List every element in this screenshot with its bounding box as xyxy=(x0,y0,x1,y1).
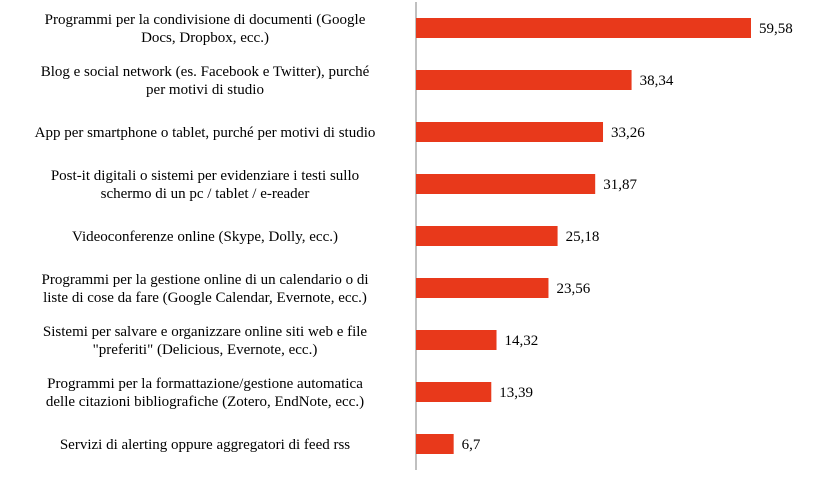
bar-2 xyxy=(416,70,632,90)
bar-8 xyxy=(416,382,492,402)
category-label-line: schermo di un pc / tablet / e-reader xyxy=(101,186,310,202)
value-label-1: 59,58 xyxy=(759,21,793,37)
bar-5 xyxy=(416,226,558,246)
category-label-1: Programmi per la condivisione di documen… xyxy=(45,12,366,46)
value-label-6: 23,56 xyxy=(556,281,590,297)
category-label-line: delle citazioni bibliografiche (Zotero, … xyxy=(46,394,364,410)
value-label-4: 31,87 xyxy=(603,177,637,193)
category-label-5: Videoconferenze online (Skype, Dolly, ec… xyxy=(72,229,338,245)
bar-1 xyxy=(416,18,751,38)
value-label-2: 38,34 xyxy=(640,73,674,89)
bar-9 xyxy=(416,434,454,454)
bar-4 xyxy=(416,174,596,194)
value-label-8: 13,39 xyxy=(499,385,533,401)
category-label-line: Videoconferenze online (Skype, Dolly, ec… xyxy=(72,229,338,245)
bars-group xyxy=(416,18,751,454)
category-label-line: Programmi per la gestione online di un c… xyxy=(42,272,369,288)
category-label-line: "preferiti" (Delicious, Evernote, ecc.) xyxy=(93,342,318,358)
category-label-3: App per smartphone o tablet, purché per … xyxy=(35,125,376,141)
category-label-line: Programmi per la formattazione/gestione … xyxy=(47,376,363,392)
category-label-line: liste di cose da fare (Google Calendar, … xyxy=(43,290,367,306)
category-label-line: per motivi di studio xyxy=(146,82,264,98)
category-label-6: Programmi per la gestione online di un c… xyxy=(42,272,369,306)
value-labels: 59,58 38,34 33,26 31,87 25,18 23,56 14,32 13,39… xyxy=(462,21,793,453)
category-label-2: Blog e social network (es. Facebook e Tw… xyxy=(41,64,370,98)
category-label-7: Sistemi per salvare e organizzare online… xyxy=(43,324,368,358)
category-labels: Programmi per la condivisione di documen… xyxy=(35,12,376,453)
category-label-line: Sistemi per salvare e organizzare online… xyxy=(43,324,368,340)
bar-6 xyxy=(416,278,549,298)
category-label-line: App per smartphone o tablet, purché per … xyxy=(35,125,376,141)
category-label-line: Docs, Dropbox, ecc.) xyxy=(141,30,269,46)
category-label-line: Programmi per la condivisione di documen… xyxy=(45,12,366,28)
category-label-line: Blog e social network (es. Facebook e Tw… xyxy=(41,64,370,80)
value-label-7: 14,32 xyxy=(505,333,539,349)
value-label-3: 33,26 xyxy=(611,125,645,141)
category-label-4: Post-it digitali o sistemi per evidenzia… xyxy=(51,168,359,202)
category-label-8: Programmi per la formattazione/gestione … xyxy=(46,376,364,410)
value-label-9: 6,7 xyxy=(462,437,481,453)
bar-7 xyxy=(416,330,497,350)
bar-3 xyxy=(416,122,604,142)
category-label-line: Post-it digitali o sistemi per evidenzia… xyxy=(51,168,359,184)
value-label-5: 25,18 xyxy=(566,229,600,245)
category-label-9: Servizi di alerting oppure aggregatori d… xyxy=(60,437,350,453)
category-label-line: Servizi di alerting oppure aggregatori d… xyxy=(60,437,350,453)
